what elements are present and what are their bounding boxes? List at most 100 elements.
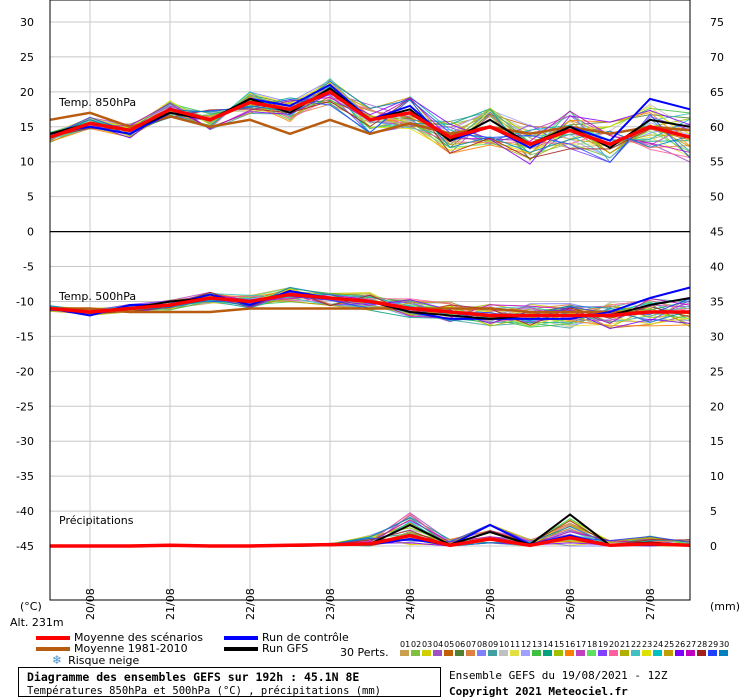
pert-number: 13 xyxy=(532,640,543,649)
left-tick-label: 20 xyxy=(20,86,34,99)
pert-number: 30 xyxy=(719,640,730,649)
pert-swatch xyxy=(455,650,464,656)
right-tick-label: 5 xyxy=(710,505,717,518)
panel-label-850: Temp. 850hPa xyxy=(58,96,136,109)
right-tick-label: 60 xyxy=(710,121,724,134)
pert-swatch xyxy=(565,650,574,656)
chart-axes xyxy=(49,0,691,601)
right-tick-label: 30 xyxy=(710,330,724,343)
pert-number: 15 xyxy=(554,640,565,649)
pert-number: 04 xyxy=(433,640,444,649)
series-line-precip xyxy=(50,533,691,548)
pert-swatch xyxy=(400,650,409,656)
pert-swatch xyxy=(510,650,519,656)
right-tick-label: 45 xyxy=(710,226,724,239)
pert-swatch xyxy=(499,650,508,656)
pert-number: 23 xyxy=(642,640,653,649)
right-tick-label: 20 xyxy=(710,400,724,413)
pert-number: 18 xyxy=(587,640,598,649)
right-tick-label: 0 xyxy=(710,540,717,553)
date-tick-label: 27/08 xyxy=(644,588,657,620)
tick-labels: 302520151050-5-10-15-20-25-30-35-40-4575… xyxy=(16,16,724,620)
pert-swatch xyxy=(433,650,442,656)
pert-number: 11 xyxy=(510,640,521,649)
pert-swatch xyxy=(543,650,552,656)
legend-gfs: Run GFS xyxy=(224,642,308,655)
pert-number: 09 xyxy=(488,640,499,649)
date-tick-label: 25/08 xyxy=(484,588,497,620)
right-tick-label: 55 xyxy=(710,156,724,169)
pert-number: 02 xyxy=(411,640,422,649)
pert-number: 28 xyxy=(697,640,708,649)
pert-swatch xyxy=(411,650,420,656)
pert-swatch xyxy=(675,650,684,656)
pert-swatch xyxy=(620,650,629,656)
legend-mean-swatch xyxy=(36,636,70,640)
left-tick-label: -10 xyxy=(16,295,34,308)
left-tick-label: -15 xyxy=(16,330,34,343)
run-info: Ensemble GEFS du 19/08/2021 - 12Z xyxy=(449,669,668,682)
legend-control: Run de contrôle xyxy=(224,631,349,644)
pert-swatch xyxy=(444,650,453,656)
pert-number: 26 xyxy=(675,640,686,649)
pert-number: 29 xyxy=(708,640,719,649)
legend-gfs-label: Run GFS xyxy=(262,642,309,655)
date-tick-label: 22/08 xyxy=(244,588,257,620)
pert-number: 01 xyxy=(400,640,411,649)
right-tick-label: 10 xyxy=(710,470,724,483)
pert-number: 10 xyxy=(499,640,510,649)
pert-swatch xyxy=(576,650,585,656)
left-tick-label: -25 xyxy=(16,400,34,413)
pert-number: 03 xyxy=(422,640,433,649)
pert-number: 24 xyxy=(653,640,664,649)
pert-swatch xyxy=(422,650,431,656)
pert-number: 05 xyxy=(444,640,455,649)
pert-number: 08 xyxy=(477,640,488,649)
pert-swatch xyxy=(719,650,728,656)
pert-swatch xyxy=(686,650,695,656)
pert-swatch xyxy=(598,650,607,656)
legend-perts: 30 Perts. xyxy=(340,646,389,659)
right-tick-label: 15 xyxy=(710,435,724,448)
pert-swatch xyxy=(466,650,475,656)
plot-frame xyxy=(49,0,691,601)
right-tick-label: 25 xyxy=(710,365,724,378)
pert-number: 22 xyxy=(631,640,642,649)
series-line-500 xyxy=(50,307,690,314)
date-tick-label: 24/08 xyxy=(404,588,417,620)
pert-swatch xyxy=(653,650,662,656)
date-tick-label: 26/08 xyxy=(564,588,577,620)
right-tick-label: 40 xyxy=(710,261,724,274)
left-tick-label: -40 xyxy=(16,505,34,518)
left-tick-label: -35 xyxy=(16,470,34,483)
series-line-850 xyxy=(49,89,691,147)
right-tick-label: 70 xyxy=(710,51,724,64)
right-unit: (mm) xyxy=(710,600,740,613)
date-tick-label: 20/08 xyxy=(84,588,97,620)
series-line-500 xyxy=(49,292,690,318)
pert-swatch xyxy=(587,650,596,656)
pert-swatch xyxy=(609,650,618,656)
date-tick-label: 21/08 xyxy=(164,588,177,620)
date-tick-label: 23/08 xyxy=(324,588,337,620)
pert-swatch xyxy=(477,650,486,656)
panel-label-precip: Précipitations xyxy=(59,514,134,527)
pert-swatch xyxy=(488,650,497,656)
right-tick-label: 65 xyxy=(710,86,724,99)
legend-control-swatch xyxy=(224,636,258,640)
legend-snow-label: Risque neige xyxy=(68,654,140,667)
left-tick-label: 5 xyxy=(27,191,34,204)
pert-number: 25 xyxy=(664,640,675,649)
right-tick-label: 75 xyxy=(710,16,724,29)
left-tick-label: 30 xyxy=(20,16,34,29)
altitude-label: Alt. 231m xyxy=(10,616,64,629)
pert-number: 20 xyxy=(609,640,620,649)
legend-control-label: Run de contrôle xyxy=(262,631,349,644)
legend-mean-label: Moyenne des scénarios xyxy=(74,631,203,644)
pert-swatch xyxy=(521,650,530,656)
pert-swatch xyxy=(664,650,673,656)
footer-box: Diagramme des ensembles GEFS sur 192h : … xyxy=(18,667,441,697)
main-series-lines xyxy=(49,83,691,548)
copyright: Copyright 2021 Meteociel.fr xyxy=(449,685,628,698)
